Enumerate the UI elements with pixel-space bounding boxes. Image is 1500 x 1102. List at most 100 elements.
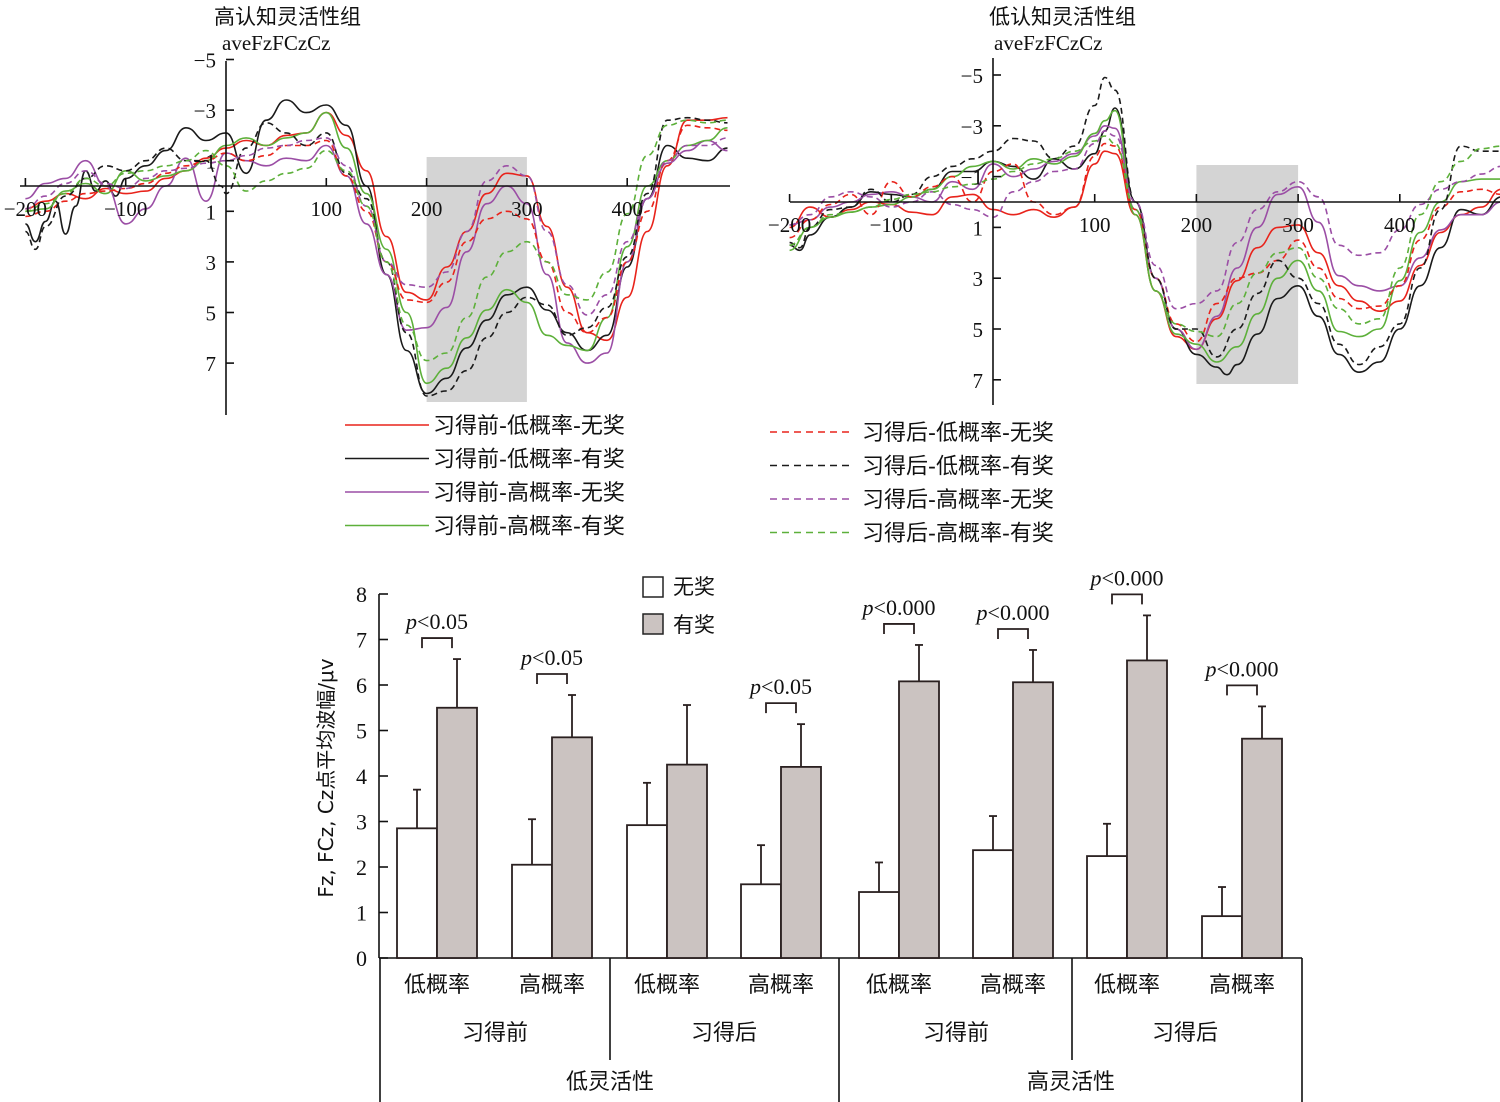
x-tick-label: 300 xyxy=(1282,213,1314,237)
y-tick-label: −3 xyxy=(194,99,216,123)
x-tick-label: 200 xyxy=(411,197,443,221)
category-label: 低概率 xyxy=(866,973,932,998)
y-tick-label: 3 xyxy=(973,267,984,291)
bar-reward xyxy=(436,706,478,959)
erp-series-line xyxy=(25,119,728,362)
erp-series-line xyxy=(25,111,728,342)
p-symbol: p xyxy=(519,645,532,670)
x-tick-label: 300 xyxy=(511,197,543,221)
bar-reward xyxy=(1012,681,1054,959)
significance-label: p<0.000 xyxy=(861,595,936,620)
bar-chart: Fz, FCz, Cz点平均波幅/μv 无奖 有奖 012345678p<0.0… xyxy=(314,565,1303,1102)
erp-panel-high-flexibility: 高认知灵活性组 aveFzFCzCz −200 −100 100 200 300 400 −… xyxy=(4,5,730,415)
erp-title: 高认知灵活性组 xyxy=(214,5,361,29)
x-tick-label: −100 xyxy=(870,213,913,237)
p-value: <0.000 xyxy=(874,595,936,620)
legend-label: 习得前-高概率-有奖 xyxy=(433,515,625,540)
y-tick-label: 7 xyxy=(206,352,217,376)
bar-no-reward xyxy=(972,849,1014,959)
significance-bracket xyxy=(997,628,1029,639)
p-symbol: p xyxy=(1089,565,1102,590)
bar-no-reward xyxy=(740,883,782,959)
erp-subtitle: aveFzFCzCz xyxy=(222,31,330,55)
erp-panel-low-flexibility: 低认知灵活性组 aveFzFCzCz −200 −100 100 200 300 400 −… xyxy=(768,5,1500,405)
category-label: 低概率 xyxy=(634,973,700,998)
bar-reward xyxy=(780,766,822,959)
x-tick-label: −200 xyxy=(4,197,47,221)
bar-y-axis-label: Fz, FCz, Cz点平均波幅/μv xyxy=(314,658,338,897)
p-symbol: p xyxy=(975,600,988,625)
legend-label: 习得前-低概率-有奖 xyxy=(433,448,625,473)
significance-bracket xyxy=(765,702,797,714)
bar-no-reward xyxy=(1201,915,1243,959)
group-label-phase: 习得前 xyxy=(923,1021,989,1046)
category-label: 高概率 xyxy=(1209,973,1275,998)
p-symbol: p xyxy=(404,609,417,634)
group-label-flexibility: 高灵活性 xyxy=(1027,1070,1115,1095)
bar-y-tick-label: 1 xyxy=(356,901,367,926)
legend-label: 习得后-低概率-有奖 xyxy=(862,455,1054,480)
group-label-flexibility: 低灵活性 xyxy=(566,1070,654,1095)
significance-bracket xyxy=(1226,684,1258,696)
bar-legend: 无奖 有奖 xyxy=(642,575,715,637)
category-label: 高概率 xyxy=(980,973,1046,998)
significance-bracket xyxy=(883,623,915,634)
bar-no-reward xyxy=(396,827,438,959)
category-label: 高概率 xyxy=(748,973,814,998)
p-value: <0.000 xyxy=(1102,565,1164,590)
bar-no-reward xyxy=(858,891,900,959)
legend-label: 习得后-高概率-无奖 xyxy=(862,488,1054,513)
significance-label: p<0.05 xyxy=(404,609,468,634)
y-tick-label: 1 xyxy=(206,200,217,224)
bar-y-tick-label: 4 xyxy=(356,764,367,789)
y-tick-label: 5 xyxy=(206,302,217,326)
significance-label: p<0.000 xyxy=(975,600,1050,625)
analysis-window xyxy=(426,157,527,402)
legend-label-no-reward: 无奖 xyxy=(673,575,715,599)
erp-series-line xyxy=(25,116,728,397)
bar-y-tick-label: 7 xyxy=(356,628,367,653)
bar-no-reward xyxy=(1086,855,1128,959)
erp-series-line xyxy=(25,137,728,316)
legend-label: 习得前-低概率-无奖 xyxy=(433,414,625,439)
bar-y-tick-label: 5 xyxy=(356,719,367,744)
p-symbol: p xyxy=(861,595,874,620)
x-tick-label: 400 xyxy=(1384,213,1416,237)
p-symbol: p xyxy=(1204,656,1217,681)
bar-reward xyxy=(551,736,593,959)
significance-bracket xyxy=(421,637,453,649)
significance-label: p<0.000 xyxy=(1204,656,1279,681)
legend-label-reward: 有奖 xyxy=(673,613,715,637)
erp-series-line xyxy=(789,135,1500,338)
bar-y-tick-label: 2 xyxy=(356,855,367,880)
bar-y-tick-label: 0 xyxy=(356,946,367,971)
x-tick-label: 100 xyxy=(311,197,343,221)
x-tick-label: 100 xyxy=(1079,213,1111,237)
x-tick-label: −200 xyxy=(768,213,811,237)
p-value: <0.05 xyxy=(417,609,468,634)
y-tick-label: −5 xyxy=(961,64,983,88)
group-label-phase: 习得后 xyxy=(691,1021,757,1046)
y-tick-label: 1 xyxy=(973,216,984,240)
bar-reward xyxy=(666,763,708,959)
y-tick-label: −5 xyxy=(194,49,216,73)
bar-reward xyxy=(1241,737,1283,959)
y-tick-label: −1 xyxy=(961,166,983,190)
bar-reward xyxy=(1126,659,1168,959)
erp-series-line xyxy=(789,130,1500,310)
x-tick-label: 200 xyxy=(1181,213,1213,237)
significance-label: p<0.05 xyxy=(748,674,812,699)
bar-y-tick-label: 8 xyxy=(356,582,367,607)
x-tick-label: −100 xyxy=(104,197,147,221)
legend-swatch-no-reward xyxy=(642,576,664,598)
erp-series-line xyxy=(25,99,728,395)
bar-reward xyxy=(898,680,940,959)
bar-no-reward xyxy=(511,863,553,959)
erp-series-line xyxy=(789,109,1500,363)
legend-label: 习得后-低概率-无奖 xyxy=(862,421,1054,446)
erp-title: 低认知灵活性组 xyxy=(989,5,1136,29)
significance-bracket xyxy=(1111,593,1143,605)
x-tick-label: 400 xyxy=(611,197,643,221)
p-value: <0.000 xyxy=(1217,656,1279,681)
